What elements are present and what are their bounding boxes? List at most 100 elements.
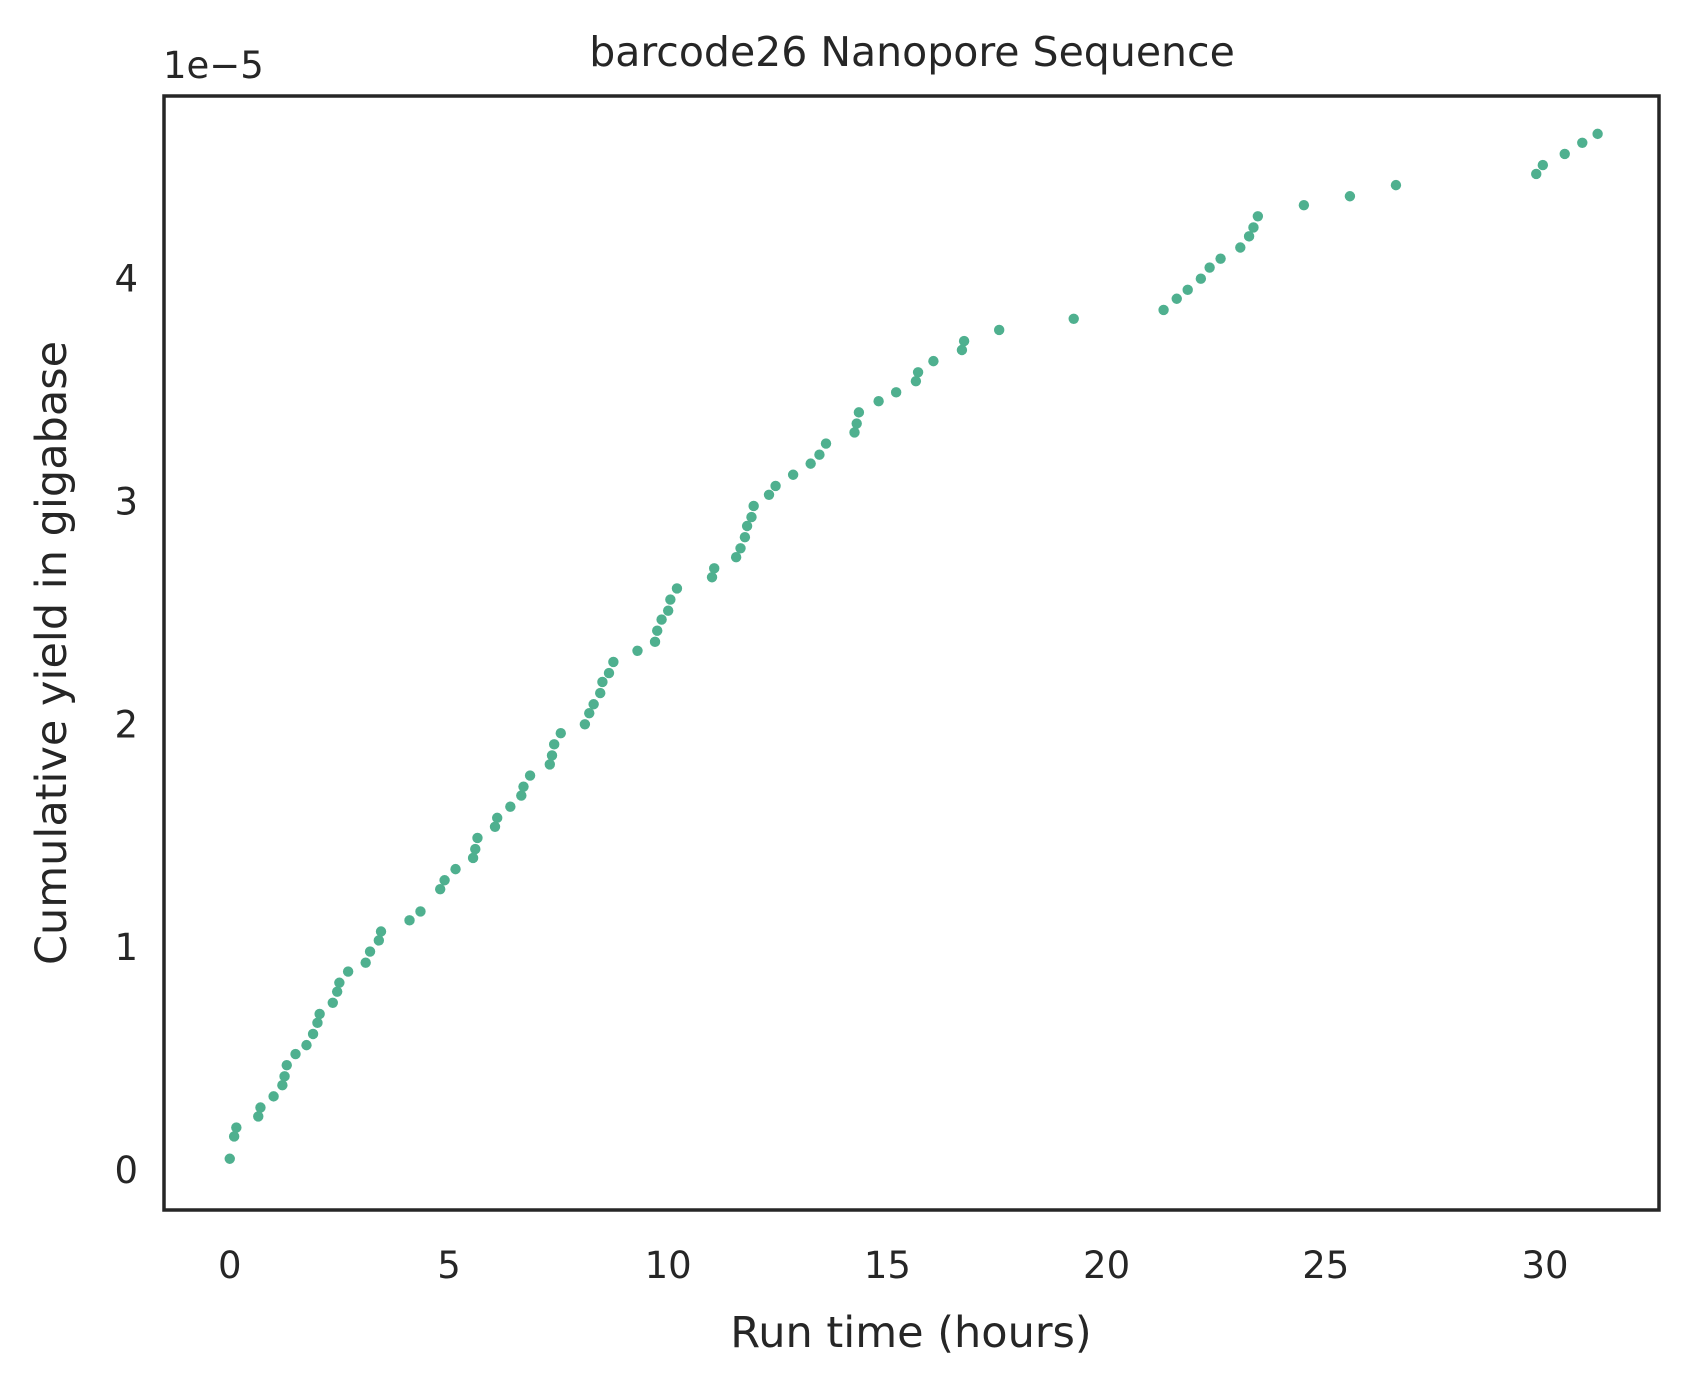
data-point: [763, 489, 775, 501]
data-point: [579, 719, 591, 730]
data-point: [1298, 199, 1310, 211]
data-point: [584, 707, 595, 719]
x-tick-label: 10: [645, 1244, 692, 1287]
data-point: [1248, 222, 1259, 233]
data-point: [706, 572, 718, 583]
x-tick-label: 30: [1521, 1244, 1568, 1287]
data-point: [314, 1008, 325, 1020]
data-point: [467, 852, 479, 864]
data-point: [505, 801, 516, 812]
data-point: [603, 667, 615, 679]
data-point: [1215, 253, 1226, 264]
data-point: [1195, 273, 1207, 284]
data-point: [958, 335, 970, 347]
y-axis-ticks: 0 1 2 3 4: [114, 258, 138, 1192]
data-point: [748, 500, 759, 512]
data-point: [439, 875, 450, 886]
data-point: [820, 438, 832, 449]
y-tick-label: 2: [114, 703, 138, 746]
data-point: [281, 1059, 292, 1071]
x-axis-label: Run time (hours): [730, 1308, 1091, 1358]
data-point: [1171, 293, 1182, 304]
data-point: [364, 946, 376, 957]
y-axis-offset-label: 1e−5: [163, 44, 264, 87]
y-tick-label: 3: [114, 480, 138, 523]
data-point: [912, 367, 924, 378]
data-point: [1204, 262, 1215, 273]
data-point: [746, 511, 757, 523]
data-point: [1390, 179, 1402, 191]
data-point: [415, 906, 426, 917]
data-point: [546, 750, 558, 761]
chart-title: barcode26 Nanopore Sequence: [589, 28, 1235, 76]
data-point: [853, 407, 865, 418]
data-point: [632, 645, 643, 656]
data-point: [231, 1122, 242, 1133]
data-point: [665, 594, 676, 605]
data-point: [849, 427, 860, 438]
x-tick-label: 15: [864, 1244, 911, 1287]
data-points: [224, 128, 1603, 1164]
data-point: [268, 1091, 279, 1102]
y-tick-label: 0: [114, 1149, 138, 1192]
data-point: [435, 883, 446, 895]
data-point: [873, 396, 884, 407]
data-point: [787, 469, 799, 480]
data-point: [224, 1153, 235, 1164]
data-point: [595, 687, 606, 699]
data-point: [544, 759, 556, 770]
data-point: [1182, 284, 1193, 296]
data-point: [524, 770, 536, 781]
data-point: [588, 699, 599, 710]
data-point: [489, 821, 501, 832]
data-point: [814, 449, 825, 460]
data-point: [1235, 242, 1246, 253]
data-point: [450, 863, 461, 875]
x-tick-label: 20: [1083, 1244, 1130, 1287]
data-point: [360, 957, 371, 968]
data-point: [518, 781, 529, 792]
plot-area-frame: [162, 94, 1661, 1212]
data-point: [1531, 168, 1542, 180]
data-point: [1252, 211, 1264, 222]
data-point: [290, 1048, 301, 1060]
data-point: [1537, 159, 1549, 171]
x-axis-ticks: 0 5 10 15 20 25 30: [218, 1244, 1569, 1287]
data-point: [472, 832, 483, 844]
data-point: [1068, 313, 1079, 324]
data-point: [312, 1017, 323, 1029]
data-point: [301, 1039, 312, 1051]
data-point: [662, 605, 674, 616]
data-point: [331, 986, 343, 997]
data-point: [956, 344, 968, 356]
data-point: [1577, 137, 1588, 148]
data-point: [279, 1071, 290, 1082]
data-point: [739, 531, 751, 543]
data-point: [671, 583, 683, 594]
data-point: [373, 935, 385, 946]
data-point: [404, 915, 415, 926]
data-point: [555, 728, 566, 739]
y-axis-label: Cumulative yield in gigabase: [27, 341, 77, 965]
data-point: [334, 977, 345, 988]
data-point: [277, 1080, 288, 1091]
data-point: [890, 387, 902, 398]
data-point: [491, 812, 503, 824]
data-point: [649, 636, 661, 648]
data-point: [770, 480, 781, 492]
data-point: [1158, 304, 1169, 316]
data-point: [805, 458, 816, 469]
data-point: [375, 926, 387, 937]
data-point: [597, 676, 608, 688]
data-point: [253, 1111, 264, 1122]
data-point: [851, 418, 862, 429]
data-point: [255, 1102, 266, 1113]
data-point: [928, 355, 939, 367]
x-tick-label: 0: [218, 1244, 242, 1287]
x-tick-label: 5: [437, 1244, 461, 1287]
x-tick-label: 25: [1302, 1244, 1349, 1287]
data-point: [470, 843, 481, 855]
data-point: [741, 520, 753, 532]
data-point: [327, 997, 338, 1008]
data-point: [307, 1028, 319, 1040]
